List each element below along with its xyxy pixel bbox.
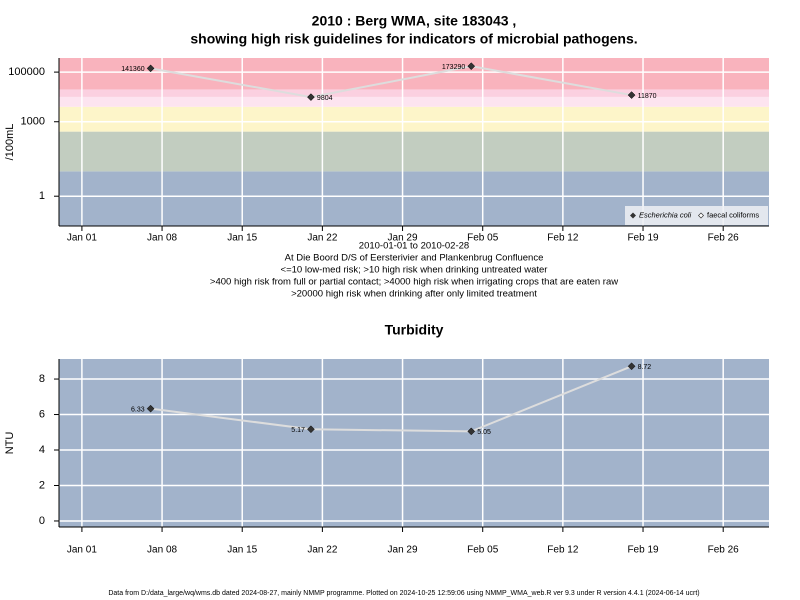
x-tick-label: Feb 26	[708, 545, 740, 556]
y-tick-label: 1000	[21, 116, 45, 128]
data-label: 141360	[121, 66, 144, 73]
x-tick-label: Jan 01	[67, 545, 97, 556]
legend-box	[625, 206, 768, 225]
annotation: At Die Boord D/S of Eersterivier and Pla…	[285, 253, 544, 264]
x-tick-label: Feb 05	[467, 233, 499, 244]
y-tick-label: 100000	[8, 66, 45, 78]
x-tick-label: Jan 08	[147, 545, 177, 556]
x-tick-label: Jan 29	[388, 545, 418, 556]
data-label: 5.17	[291, 427, 305, 434]
legend-label: faecal coliforms	[707, 210, 759, 219]
data-point	[307, 93, 315, 101]
plot-background	[59, 359, 769, 527]
x-tick-label: Feb 05	[467, 545, 499, 556]
risk-band	[59, 131, 769, 172]
x-tick-label: Jan 22	[307, 233, 337, 244]
y-tick-label: 2	[39, 479, 45, 491]
footer: Data from D:/data_large/wq/wms.db dated …	[108, 590, 699, 597]
data-point	[467, 427, 476, 436]
data-label: 8.72	[638, 364, 652, 371]
x-tick-label: Feb 19	[627, 233, 659, 244]
y-tick-label: 4	[39, 444, 45, 456]
data-point	[627, 91, 636, 99]
legend-marker	[698, 212, 704, 219]
x-tick-label: Feb 12	[547, 545, 579, 556]
data-point	[627, 362, 636, 371]
y-axis-label: NTU	[4, 432, 16, 455]
series-line	[150, 365, 632, 433]
annotation: 2010-01-01 to 2010-02-28	[359, 241, 469, 252]
data-label: 11870	[638, 93, 657, 100]
chart-title: 2010 : Berg WMA, site 183043 ,	[312, 13, 517, 29]
legend-marker	[630, 212, 636, 219]
risk-band	[59, 106, 769, 132]
x-tick-label: Jan 15	[227, 233, 257, 244]
data-point	[467, 62, 476, 71]
data-point	[146, 64, 155, 73]
x-tick-label: Feb 19	[627, 545, 659, 556]
annotation: <=10 low-med risk; >10 high risk when dr…	[281, 265, 548, 276]
risk-band	[59, 96, 769, 107]
x-tick-label: Jan 01	[67, 233, 97, 244]
data-label: 9804	[317, 95, 333, 102]
y-tick-label: 1	[39, 190, 45, 202]
data-label: 6.33	[131, 407, 145, 414]
legend-label: Escherichia coli	[639, 210, 691, 219]
x-tick-label: Feb 12	[547, 233, 579, 244]
x-tick-label: Jan 15	[227, 545, 257, 556]
y-axis-label: /100mL	[4, 124, 16, 161]
annotation: >20000 high risk when drinking after onl…	[291, 289, 537, 300]
data-point	[146, 404, 155, 413]
data-label: 173290	[442, 64, 465, 71]
series-line	[150, 65, 632, 99]
y-tick-label: 0	[39, 515, 45, 527]
x-tick-label: Feb 26	[708, 233, 740, 244]
x-tick-label: Jan 08	[147, 233, 177, 244]
data-point	[307, 425, 315, 434]
y-tick-label: 8	[39, 373, 45, 385]
annotation: >400 high risk from full or partial cont…	[210, 277, 618, 288]
risk-band	[59, 89, 769, 97]
x-tick-label: Jan 22	[307, 545, 337, 556]
risk-band	[59, 58, 769, 90]
data-label: 5.05	[477, 429, 491, 436]
y-tick-label: 6	[39, 408, 45, 420]
chart-title: Turbidity	[385, 322, 444, 338]
x-tick-label: Jan 29	[388, 233, 418, 244]
chart-subtitle: showing high risk guidelines for indicat…	[190, 31, 637, 47]
